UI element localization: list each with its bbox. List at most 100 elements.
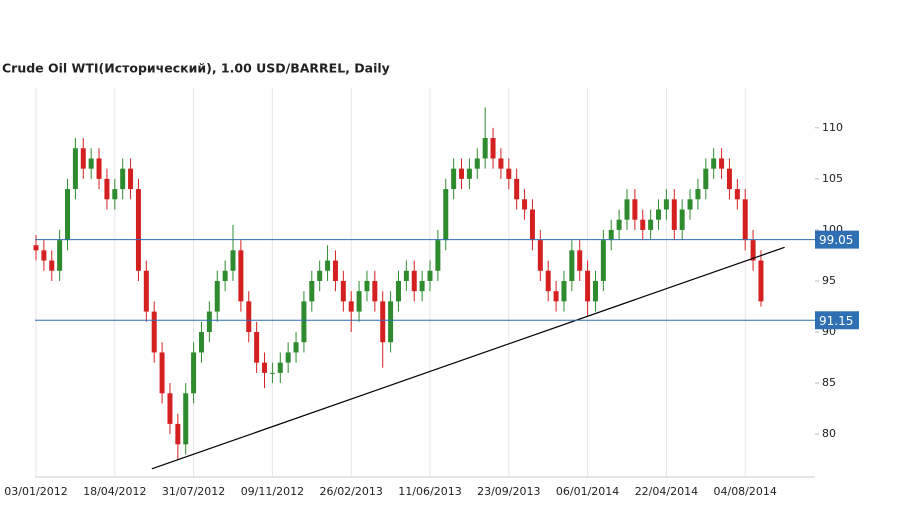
candle-body (293, 342, 299, 353)
candle-body (687, 199, 693, 210)
candle-body (191, 352, 197, 394)
candle-body (104, 178, 110, 200)
candle-body (451, 168, 457, 190)
candle-body (128, 168, 134, 190)
candle-body (277, 362, 283, 373)
candle-body (246, 301, 252, 333)
candle-body (325, 260, 331, 271)
x-tick-label: 04/08/2014 (713, 485, 776, 498)
candle-body (443, 189, 449, 241)
candle-body (656, 209, 662, 220)
candle-body (285, 352, 291, 363)
x-tick-label: 23/09/2013 (477, 485, 540, 498)
candle-body (616, 219, 622, 230)
candle-body (41, 250, 47, 261)
candle-body (640, 219, 646, 230)
candle-body (742, 199, 748, 241)
y-tick-label: 95 (822, 274, 836, 287)
candle-body (214, 280, 220, 312)
y-tick-label: 85 (822, 376, 836, 389)
candle-body (175, 423, 181, 445)
candle-body (592, 280, 598, 302)
candle-body (600, 240, 606, 281)
candle-body (695, 189, 701, 200)
candle-body (419, 280, 425, 292)
candle-body (198, 332, 204, 353)
candle-body (427, 270, 433, 281)
candle-body (364, 280, 370, 292)
candle-body (711, 158, 717, 169)
candle-body (135, 189, 141, 271)
candle-body (33, 245, 39, 251)
candle-body (262, 362, 268, 373)
candle-body (750, 240, 756, 261)
candle-body (703, 168, 709, 190)
candle-body (569, 250, 575, 281)
candle-body (301, 301, 307, 343)
candle-body (380, 301, 386, 343)
candle-body (65, 189, 71, 241)
candle-body (585, 270, 591, 302)
candle-body (734, 189, 740, 200)
candle-body (403, 270, 409, 281)
candle-body (514, 178, 520, 200)
level-badge (815, 230, 859, 249)
candle-body (269, 372, 275, 374)
candle-body (608, 229, 614, 241)
candle-body (206, 311, 212, 333)
level-label: 91.15 (819, 314, 853, 328)
candle-body (648, 219, 654, 230)
candle-body (522, 199, 528, 210)
candle-body (490, 138, 496, 159)
candle-body (577, 250, 583, 271)
candle-body (498, 158, 504, 169)
candle-body (340, 280, 346, 302)
candle-body (159, 352, 165, 394)
candle-body (679, 209, 685, 230)
candle-body (474, 158, 480, 169)
candle-body (459, 168, 465, 179)
level-label: 99.05 (819, 233, 853, 247)
candle-body (167, 393, 173, 424)
candle-body (663, 199, 669, 210)
x-tick-label: 03/01/2012 (4, 485, 67, 498)
y-tick-label: 80 (822, 427, 836, 440)
x-tick-label: 18/04/2012 (83, 485, 146, 498)
trend-line (151, 246, 785, 470)
candle-body (151, 311, 157, 353)
candle-body (230, 250, 236, 271)
candle-body (537, 240, 543, 271)
candle-body (356, 291, 362, 312)
candle-body (545, 270, 551, 292)
candle-body (529, 209, 535, 241)
candle-body (120, 168, 126, 190)
candle-body (183, 393, 189, 445)
x-tick-label: 22/04/2014 (635, 485, 698, 498)
candle-body (553, 291, 559, 302)
candle-body (222, 270, 228, 281)
candle-body (80, 148, 86, 169)
candle-body (624, 199, 630, 220)
x-tick-label: 31/07/2012 (162, 485, 225, 498)
candle-body (466, 168, 472, 179)
candle-body (372, 280, 378, 302)
x-tick-label: 09/11/2012 (241, 485, 304, 498)
x-tick-label: 11/06/2013 (398, 485, 461, 498)
x-tick-label: 26/02/2013 (319, 485, 382, 498)
y-tick-label: 105 (822, 172, 843, 185)
candle-body (411, 270, 417, 292)
candle-body (395, 280, 401, 302)
x-tick-label: 06/01/2014 (556, 485, 619, 498)
candle-body (96, 158, 102, 179)
candle-body (758, 260, 764, 302)
candle-body (317, 270, 323, 281)
candle-body (719, 158, 725, 169)
candle-body (332, 260, 338, 281)
candle-body (482, 138, 488, 159)
candle-body (309, 280, 315, 302)
candle-body (49, 260, 55, 271)
chart-title: Crude Oil WTI(Исторический), 1.00 USD/BA… (2, 61, 390, 76)
candle-body (88, 158, 94, 169)
level-badge (815, 311, 859, 330)
